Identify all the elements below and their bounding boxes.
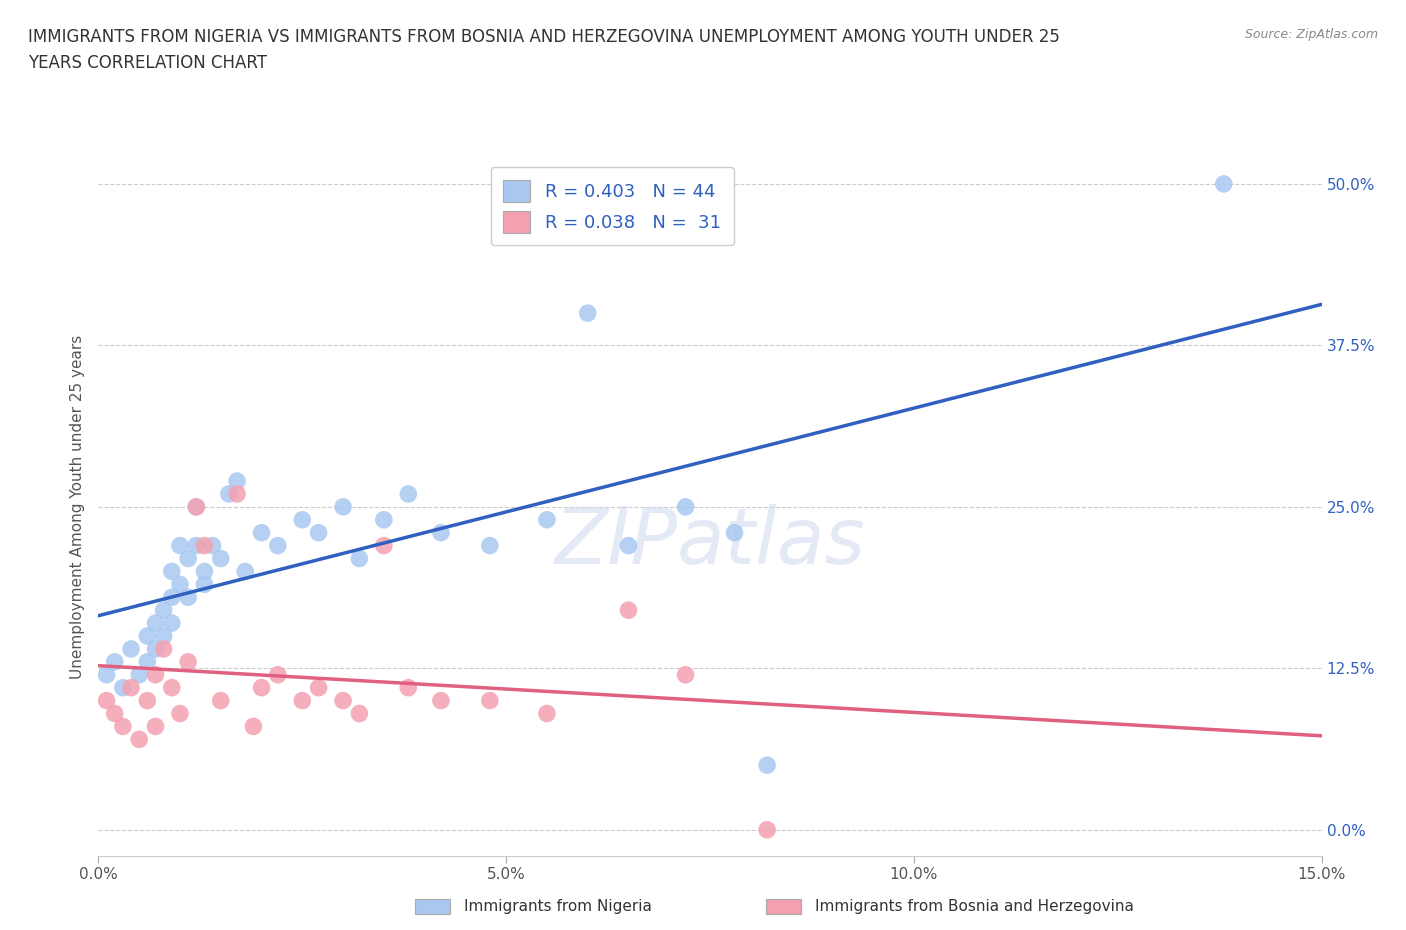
Point (373, 512, 395, 527)
Text: Immigrants from Nigeria: Immigrants from Nigeria (464, 899, 652, 914)
Point (233, 564, 256, 578)
Point (120, 642, 142, 657)
Point (186, 499, 208, 514)
Point (536, 512, 558, 527)
Point (145, 668, 167, 683)
Point (1212, 177, 1234, 192)
Point (136, 655, 159, 670)
Point (617, 538, 640, 553)
Point (111, 680, 134, 695)
Point (430, 693, 453, 708)
Point (396, 680, 419, 695)
Point (96, 668, 118, 683)
Point (186, 538, 208, 553)
Point (308, 680, 330, 695)
Point (201, 538, 224, 553)
Point (128, 732, 150, 747)
Text: ZIPatlas: ZIPatlas (554, 504, 866, 579)
Y-axis label: Unemployment Among Youth under 25 years: Unemployment Among Youth under 25 years (69, 335, 84, 679)
Point (536, 706, 558, 721)
Point (291, 512, 314, 527)
Point (152, 642, 174, 657)
Point (617, 603, 640, 618)
Point (576, 306, 599, 321)
Point (218, 486, 240, 501)
Point (250, 680, 273, 695)
Point (675, 499, 697, 514)
Point (136, 693, 159, 708)
Point (478, 693, 501, 708)
Point (145, 642, 167, 657)
Point (177, 655, 200, 670)
Point (169, 577, 191, 591)
Point (128, 668, 150, 683)
Point (250, 525, 273, 540)
Point (145, 719, 167, 734)
Point (152, 629, 174, 644)
Point (242, 719, 264, 734)
Point (160, 616, 183, 631)
Point (209, 693, 232, 708)
Point (104, 706, 127, 721)
Point (349, 706, 371, 721)
Point (226, 473, 249, 488)
Point (169, 706, 191, 721)
Point (675, 668, 697, 683)
Point (193, 577, 215, 591)
Point (145, 616, 167, 631)
Text: IMMIGRANTS FROM NIGERIA VS IMMIGRANTS FROM BOSNIA AND HERZEGOVINA UNEMPLOYMENT A: IMMIGRANTS FROM NIGERIA VS IMMIGRANTS FR… (28, 28, 1060, 73)
Point (152, 603, 174, 618)
Point (332, 499, 354, 514)
Text: Source: ZipAtlas.com: Source: ZipAtlas.com (1244, 28, 1378, 41)
Point (209, 551, 232, 566)
Point (160, 564, 183, 578)
Point (186, 499, 208, 514)
Point (430, 525, 453, 540)
Point (332, 693, 354, 708)
Point (349, 551, 371, 566)
Point (267, 538, 290, 553)
Point (396, 486, 419, 501)
Point (193, 564, 215, 578)
Point (160, 590, 183, 604)
Text: Immigrants from Bosnia and Herzegovina: Immigrants from Bosnia and Herzegovina (815, 899, 1135, 914)
Point (723, 525, 745, 540)
Point (308, 525, 330, 540)
Point (120, 680, 142, 695)
Point (160, 680, 183, 695)
Point (111, 719, 134, 734)
Point (193, 538, 215, 553)
Point (96, 693, 118, 708)
Point (373, 538, 395, 553)
Point (756, 822, 779, 837)
Point (756, 758, 779, 773)
Point (104, 655, 127, 670)
Point (169, 538, 191, 553)
Point (177, 551, 200, 566)
Point (478, 538, 501, 553)
Point (291, 693, 314, 708)
Legend: R = 0.403   N = 44, R = 0.038   N =  31: R = 0.403 N = 44, R = 0.038 N = 31 (491, 167, 734, 246)
Point (136, 629, 159, 644)
Point (226, 486, 249, 501)
Point (267, 668, 290, 683)
Point (177, 590, 200, 604)
